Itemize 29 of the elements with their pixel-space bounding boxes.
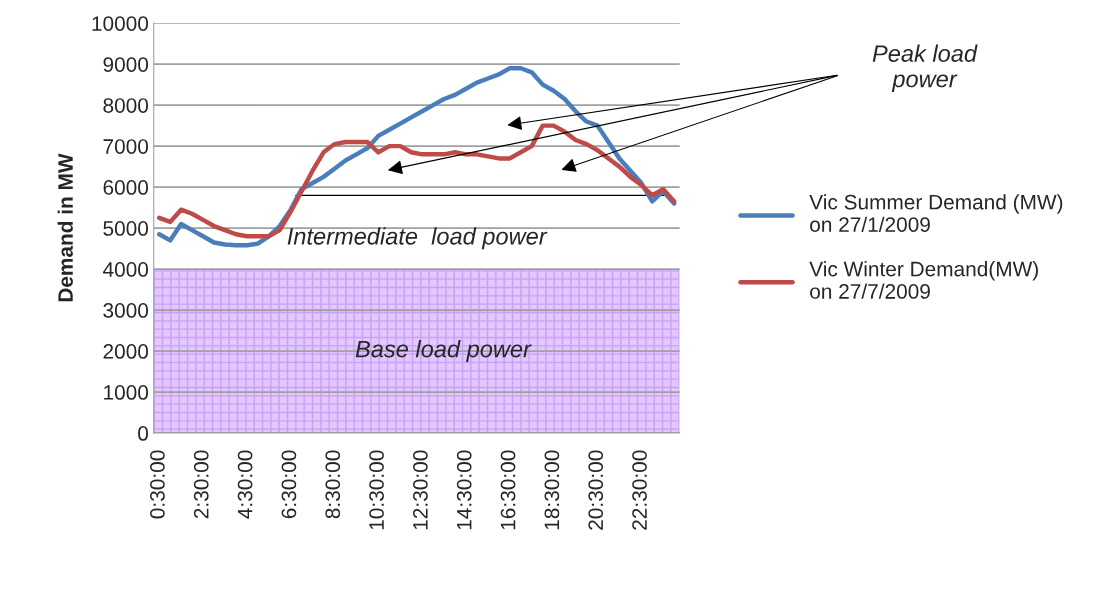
annotation: Intermediate load power: [287, 227, 548, 250]
y-tick-label: 9000: [103, 57, 149, 72]
x-tick-label: 6:30:00: [281, 450, 297, 519]
x-tick-label: 2:30:00: [193, 450, 209, 519]
text: Peak load power: [872, 44, 978, 93]
y-tick-label: 4000: [103, 262, 149, 277]
y-tick-label: 5000: [103, 221, 149, 236]
y-tick-label: 3000: [103, 303, 149, 318]
x-tick-label: 12:30:00: [413, 450, 428, 530]
y-tick-label: 6000: [103, 180, 149, 195]
y-tick-label: 7000: [103, 139, 149, 154]
band-label: Base load power: [355, 340, 532, 363]
x-tick-label: 18:30:00: [544, 450, 560, 530]
x-tick-label: 8:30:00: [325, 450, 341, 519]
x-tick-label: 22:30:00: [632, 450, 647, 530]
y-tick-label: 8000: [103, 98, 149, 113]
legend-label: Vic Summer Demand (MW) on 27/1/2009: [809, 194, 1063, 232]
y-tick-label: 1000: [104, 385, 149, 400]
y-tick-label: 10000: [92, 16, 149, 31]
x-tick-label: 14:30:00: [456, 450, 472, 530]
x-tick-label: 16:30:00: [500, 450, 516, 530]
legend-label: Vic Winter Demand(MW) on 27/7/2009: [809, 261, 1038, 299]
y-tick-label: 0: [138, 426, 149, 441]
x-tick-label: 0:30:00: [150, 450, 165, 519]
x-tick-label: 4:30:00: [237, 450, 253, 519]
x-tick-label: 20:30:00: [588, 450, 604, 530]
y-tick-label: 2000: [103, 344, 149, 359]
y-axis-title: Demand in MW: [57, 153, 73, 302]
x-tick-label: 10:30:00: [369, 450, 384, 530]
